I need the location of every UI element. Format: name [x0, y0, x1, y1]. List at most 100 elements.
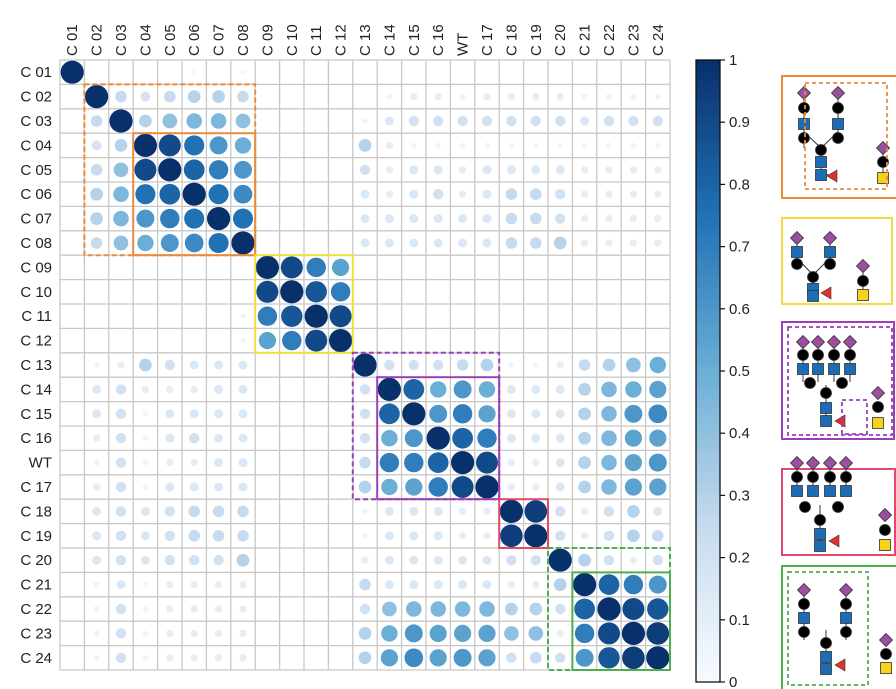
row-label: C 23 — [20, 625, 52, 642]
cell-circle — [475, 451, 499, 474]
cell-circle — [647, 598, 669, 620]
cell-circle — [555, 165, 565, 175]
galactose-circle-icon — [872, 401, 884, 413]
colorbar-tick-label: 0.9 — [729, 114, 750, 131]
cell-circle — [555, 506, 566, 517]
cell-circle — [306, 257, 326, 278]
glcnac-square-icon — [797, 363, 809, 375]
cell-circle — [379, 452, 400, 473]
cell-circle — [189, 360, 199, 370]
cell-circle — [238, 433, 248, 443]
cell-circle — [433, 115, 444, 127]
cell-circle — [237, 505, 249, 518]
cell-circle — [406, 601, 422, 617]
galnac-square-icon — [877, 172, 889, 184]
cell-circle — [428, 477, 448, 497]
cell-circle — [457, 115, 468, 127]
row-label: C 05 — [20, 162, 52, 179]
cell-circle — [603, 530, 615, 541]
cell-circle — [580, 214, 589, 223]
glcnac-square-icon — [798, 118, 810, 130]
cell-circle — [530, 212, 542, 225]
cell-circle — [257, 306, 278, 326]
cell-circle — [85, 85, 109, 109]
cell-circle — [435, 142, 441, 148]
cell-circle — [646, 622, 670, 645]
column-label: C 11 — [308, 25, 325, 56]
row-label: C 17 — [20, 479, 52, 496]
glcnac-square-icon — [814, 540, 826, 552]
cell-circle — [653, 506, 663, 516]
cell-circle — [140, 555, 150, 565]
cell-circle — [555, 458, 565, 468]
cell-circle — [484, 142, 490, 148]
cell-circle — [649, 429, 667, 447]
cell-circle — [166, 458, 174, 467]
cell-circle — [627, 529, 640, 543]
column-label: C 10 — [284, 24, 301, 56]
cell-circle — [380, 649, 399, 667]
row-label: C 13 — [20, 357, 52, 374]
cluster-box — [376, 376, 501, 501]
cell-circle — [240, 69, 246, 75]
cell-circle — [482, 189, 492, 199]
cell-circle — [386, 94, 392, 100]
cell-circle — [654, 214, 662, 223]
cell-circle — [190, 580, 198, 589]
cell-circle — [139, 114, 152, 128]
cell-circle — [92, 555, 102, 565]
cell-circle — [649, 478, 667, 496]
row-label: C 08 — [20, 235, 52, 252]
cell-circle — [624, 404, 643, 423]
row-label: C 18 — [20, 503, 52, 520]
sialic-acid-diamond-icon — [842, 334, 858, 350]
cell-circle — [459, 93, 466, 100]
cell-circle — [556, 629, 564, 638]
galactose-circle-icon — [828, 349, 840, 361]
cell-circle — [506, 409, 516, 419]
cell-circle — [427, 452, 449, 473]
cell-circle — [115, 433, 127, 444]
cell-circle — [239, 605, 247, 613]
cell-circle — [384, 506, 394, 516]
cell-circle — [601, 430, 617, 446]
cell-circle — [207, 207, 231, 231]
cell-circle — [136, 209, 155, 228]
cell-circle — [164, 506, 175, 517]
cell-circle — [456, 359, 469, 371]
cell-circle — [597, 622, 621, 645]
cell-circle — [482, 214, 492, 224]
cell-circle — [655, 142, 661, 148]
column-label: C 12 — [333, 24, 350, 56]
cell-circle — [409, 580, 419, 590]
glycan-panel — [781, 565, 896, 689]
cell-circle — [429, 381, 447, 398]
column-label: C 07 — [211, 24, 228, 56]
galactose-circle-icon — [879, 524, 891, 536]
cell-circle — [605, 239, 613, 247]
sialic-acid-diamond-icon — [878, 632, 894, 648]
column-label: C 20 — [552, 24, 569, 56]
glcnac-square-icon — [840, 612, 852, 624]
galactose-circle-icon — [832, 132, 844, 144]
cell-circle — [505, 602, 518, 616]
cell-circle — [113, 235, 129, 251]
row-label: C 06 — [20, 186, 52, 203]
cell-circle — [233, 184, 253, 204]
cell-circle — [362, 118, 368, 124]
column-label: C 24 — [650, 24, 667, 56]
cell-circle — [555, 652, 566, 663]
row-label: C 14 — [20, 381, 52, 398]
galnac-square-icon — [880, 662, 892, 674]
cell-circle — [603, 555, 615, 566]
cell-circle — [433, 238, 443, 248]
glcnac-square-icon — [840, 485, 852, 497]
cell-circle — [214, 360, 224, 370]
sialic-acid-diamond-icon — [810, 334, 826, 350]
cell-circle — [555, 603, 566, 615]
cell-circle — [92, 483, 101, 491]
row-labels: C 01 C 02 C 03 C 04 C 05 C 06 C 07 C 08 C 09 C 10… — [20, 64, 52, 667]
cell-circle — [623, 574, 644, 595]
cell-circle — [507, 580, 516, 589]
cell-circle — [189, 555, 200, 566]
